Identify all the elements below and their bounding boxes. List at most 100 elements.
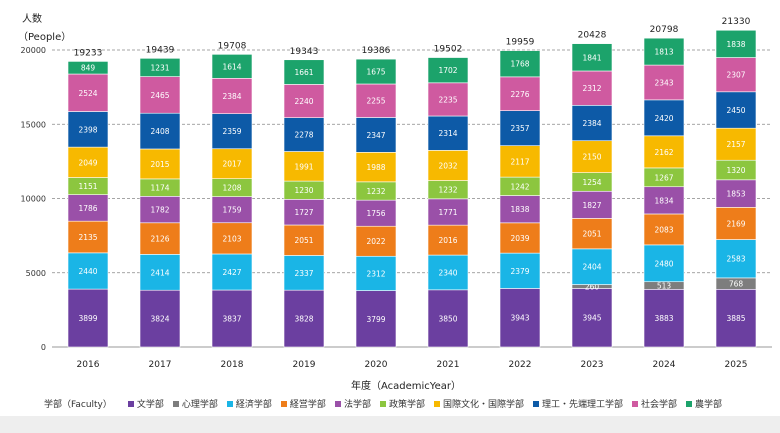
data-label: 1614 bbox=[222, 62, 241, 71]
bar-segment bbox=[499, 110, 541, 146]
total-label: 19502 bbox=[434, 45, 463, 55]
bar-segment bbox=[139, 148, 181, 180]
data-label: 1991 bbox=[294, 162, 313, 171]
total-label: 19959 bbox=[506, 38, 535, 48]
data-label: 2278 bbox=[294, 131, 313, 140]
data-label: 3883 bbox=[654, 314, 673, 323]
bar-segment bbox=[211, 289, 253, 348]
legend-title: 学部（Faculty） bbox=[44, 400, 112, 410]
bar-segment bbox=[355, 83, 397, 118]
data-label: 2384 bbox=[222, 92, 241, 101]
data-label: 1841 bbox=[582, 53, 601, 62]
data-label: 1208 bbox=[222, 184, 241, 193]
data-label: 1230 bbox=[294, 186, 313, 195]
bar-segment bbox=[715, 29, 757, 58]
data-label: 1174 bbox=[150, 184, 169, 193]
legend-item: 文学部 bbox=[127, 397, 164, 410]
bar-segment bbox=[715, 207, 757, 240]
data-label: 1813 bbox=[654, 48, 673, 57]
legend: 学部（Faculty） 文学部 心理学部 経済学部 経営学部 法学部 政策学部 国際文化・国… bbox=[44, 397, 731, 410]
bar-segment bbox=[427, 115, 469, 151]
data-label: 2051 bbox=[582, 230, 601, 239]
bar-stack-2025: 3885 768 2583 2169 1853 1320 2157 2450 2307 1838 bbox=[715, 29, 757, 348]
data-label: 260 bbox=[585, 282, 600, 291]
bar-segment bbox=[355, 225, 397, 257]
bar-segment bbox=[499, 145, 541, 178]
legend-label: 農学部 bbox=[695, 400, 723, 410]
x-tick-label: 2022 bbox=[509, 360, 532, 370]
legend-item: 心理学部 bbox=[172, 397, 218, 410]
data-label: 1232 bbox=[438, 186, 457, 195]
data-label: 849 bbox=[81, 64, 96, 73]
legend-items: 文学部 心理学部 経済学部 経営学部 法学部 政策学部 国際文化・国際学部 理工・先端理工学部… bbox=[127, 397, 731, 410]
data-label: 2314 bbox=[438, 129, 457, 138]
bar-segment bbox=[67, 220, 109, 254]
data-label: 2162 bbox=[654, 148, 673, 157]
bar-segment bbox=[283, 59, 325, 85]
data-label: 2157 bbox=[726, 140, 745, 149]
bar-segment bbox=[715, 239, 757, 279]
x-tick-label: 2016 bbox=[77, 360, 100, 370]
bar-segment bbox=[211, 78, 253, 115]
legend-item: 法学部 bbox=[334, 397, 371, 410]
x-tick-label: 2019 bbox=[293, 360, 316, 370]
data-label: 1151 bbox=[78, 182, 97, 191]
data-label: 1988 bbox=[366, 163, 385, 172]
bar-segment bbox=[67, 73, 109, 112]
legend-label: 法学部 bbox=[343, 400, 371, 410]
bar-segment bbox=[211, 113, 253, 150]
x-tick-labels: 2016 2017 2018 2019 2020 2021 2022 2023 2024 2025 bbox=[77, 360, 748, 370]
bar-segment bbox=[139, 222, 181, 255]
data-label: 2450 bbox=[726, 106, 745, 115]
data-label: 2480 bbox=[654, 259, 673, 268]
bar-segment bbox=[355, 58, 397, 85]
bar-segment bbox=[139, 112, 181, 150]
bar-segment bbox=[283, 151, 325, 182]
data-label: 2135 bbox=[78, 233, 97, 242]
data-label: 2524 bbox=[78, 89, 97, 98]
bar-segment bbox=[499, 50, 541, 78]
bar-segment bbox=[427, 82, 469, 117]
legend-label: 社会学部 bbox=[641, 400, 678, 410]
bar-segment bbox=[715, 57, 757, 93]
bar-stack-2018: 3837 2427 2103 1759 1208 2017 2359 2384 1614 bbox=[211, 54, 253, 348]
data-label: 2583 bbox=[726, 255, 745, 264]
legend-swatch bbox=[433, 400, 440, 407]
bar-segment bbox=[139, 196, 181, 224]
bar-stack-2019: 3828 2337 2051 1727 1230 1991 2278 2240 1661 bbox=[283, 59, 325, 348]
y-tick-label: 10000 bbox=[21, 195, 46, 204]
x-tick-label: 2021 bbox=[437, 360, 460, 370]
data-label: 2440 bbox=[78, 267, 97, 276]
bar-segment bbox=[571, 190, 613, 219]
bar-segment bbox=[211, 148, 253, 179]
data-label: 3850 bbox=[438, 314, 457, 323]
legend-label: 政策学部 bbox=[388, 400, 425, 410]
total-label: 19386 bbox=[362, 46, 391, 56]
bar-segment bbox=[67, 288, 109, 348]
bar-segment bbox=[499, 252, 541, 289]
bar-segment bbox=[643, 244, 685, 283]
data-label: 2032 bbox=[438, 161, 457, 170]
y-tick-label: 20000 bbox=[21, 46, 46, 55]
data-label: 2337 bbox=[294, 269, 313, 278]
data-label: 2016 bbox=[438, 236, 457, 245]
bar-segment bbox=[283, 255, 325, 291]
data-label: 1661 bbox=[294, 68, 313, 77]
bar-segment bbox=[643, 289, 685, 348]
data-label: 1768 bbox=[510, 60, 529, 69]
data-label: 3943 bbox=[510, 314, 529, 323]
data-label: 2235 bbox=[438, 95, 457, 104]
data-label: 2379 bbox=[510, 267, 529, 276]
bar-segment bbox=[139, 76, 181, 114]
bar-segment bbox=[211, 54, 253, 79]
bar-segment bbox=[211, 196, 253, 224]
data-label: 2420 bbox=[654, 114, 673, 123]
data-label: 2307 bbox=[726, 71, 745, 80]
legend-label: 心理学部 bbox=[181, 400, 218, 410]
data-label: 2340 bbox=[438, 268, 457, 277]
total-label: 19439 bbox=[146, 45, 175, 55]
bar-segment bbox=[67, 111, 109, 148]
bar-segment bbox=[427, 57, 469, 84]
data-label: 2414 bbox=[150, 268, 169, 277]
